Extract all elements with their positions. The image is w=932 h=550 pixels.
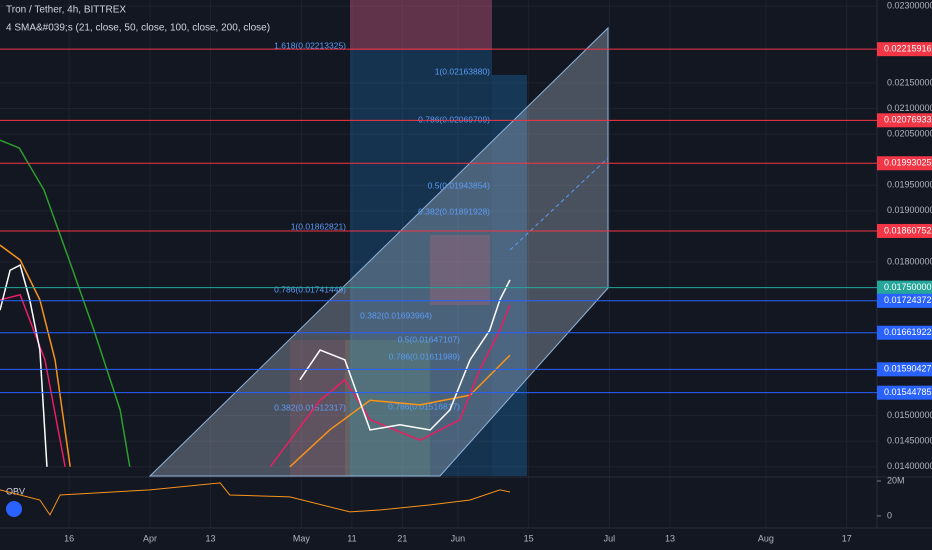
fib-zone [290,340,350,476]
x-tick-label: 21 [397,533,407,543]
price-badge [877,325,932,340]
y-tick-label: 0.01400000 [887,461,932,471]
price-badge [877,385,932,400]
y-tick-label: 0.02300000 [887,1,932,11]
chart-title: Tron / Tether, 4h, BITTREX [6,5,126,16]
y-tick-label: 0.01900000 [887,205,932,215]
price-badge [877,223,932,238]
fib-label: 0.5(0.01647107) [398,334,461,344]
price-badge [877,113,932,128]
price-label: 0.02076933 [884,115,932,125]
x-tick-label: 11 [347,533,356,543]
fib-label: 0.786(0.01611989) [389,351,460,361]
y-tick-label: 0.01450000 [887,436,932,446]
price-badge [877,293,932,308]
series-line [0,139,131,467]
price-label: 0.01544785 [884,387,932,397]
y-tick-label: 0.01800000 [887,256,932,266]
y-tick-label: 0.02100000 [887,103,932,113]
price-label: 0.02215916 [884,44,932,54]
logo [6,501,22,517]
fib-label: 0.382(0.01512317) [274,402,346,412]
fib-label: 0.382(0.01891928) [418,206,490,216]
drawings [148,0,609,477]
price-label: 0.01590427 [884,364,932,374]
fib-label: 0.382(0.01693964) [360,310,432,320]
x-tick-label: 16 [64,533,74,543]
fib-zone [430,235,490,305]
obv-line [0,482,511,516]
price-label: 0.01993025 [884,158,932,168]
price-badge [877,42,932,57]
series-line [0,244,511,468]
price-badge [877,280,932,295]
fib-label: 0.786(0.02069709) [418,114,490,124]
x-tick-label: 13 [665,533,675,543]
x-tick-label: Apr [143,533,157,543]
y-tick-label: 0.01500000 [887,410,932,420]
x-tick-label: 17 [842,533,852,543]
y-tick-label: 0.02050000 [887,128,932,138]
price-badge [877,362,932,377]
fib-zone [492,75,527,476]
x-tick-label: May [293,533,311,543]
fib-zone [350,0,492,50]
fib-label: 0.786(0.01516817) [388,401,460,411]
channel-midline [509,157,609,251]
obv-title: OBV [6,486,25,496]
fib-label: 1.618(0.02213325) [274,40,346,50]
y-tick-label: 0.02150000 [887,77,932,87]
x-tick-label: Jun [451,533,466,543]
price-label: 0.01750000 [884,282,932,292]
fib-label: 0.786(0.01741449) [274,284,346,294]
fib-label: 1(0.02163880) [435,66,490,76]
x-tick-label: 15 [524,533,534,543]
x-tick-label: Jul [604,533,616,543]
price-label: 0.01661922 [884,327,932,337]
price-label: 0.01724372 [884,295,932,305]
y-tick-label: 0.01950000 [887,180,932,190]
fib-label: 1(0.01862821) [291,221,346,231]
fib-label: 0.5(0.01943854) [428,180,491,190]
price-badge [877,156,932,171]
x-tick-label: Aug [758,533,774,543]
fib-labels: 1.618(0.02213325) 1(0.02163880) 0.786(0.… [274,40,490,412]
obv-tick-label: 0 [887,510,892,520]
x-tick-label: 13 [206,533,216,543]
obv-tick-label: 20M [887,475,905,485]
series-line [0,293,511,468]
indicator-legend: 4 SMA&#039;s (21, close, 50, close, 100,… [6,23,270,34]
price-label: 0.01860752 [884,225,932,235]
grid [0,0,877,528]
